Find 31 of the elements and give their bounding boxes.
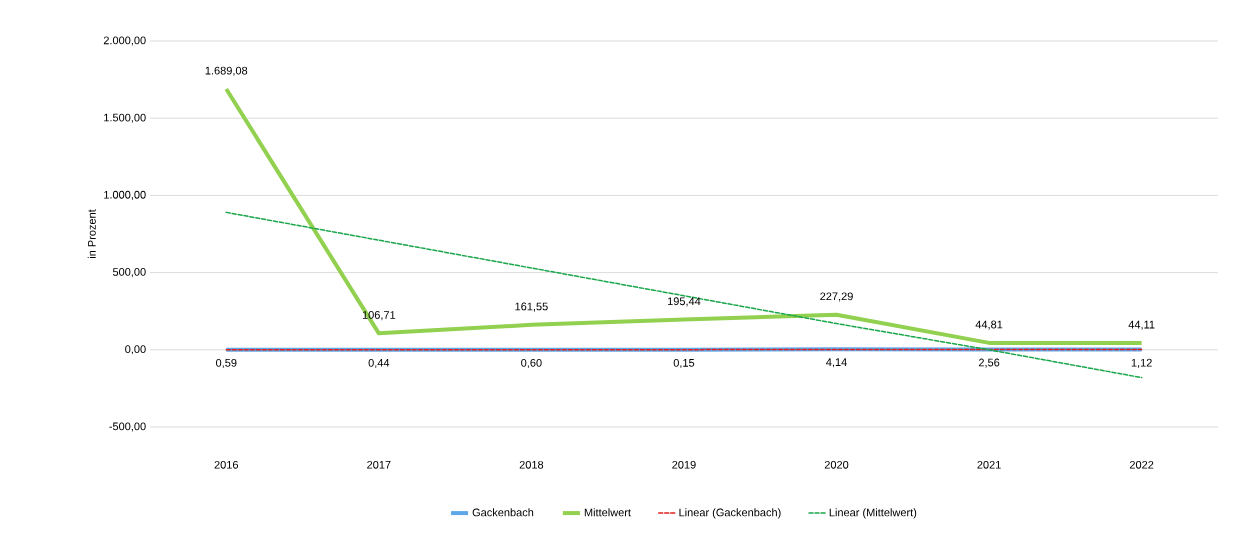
y-axis-title: in Prozent: [87, 209, 96, 259]
y-tick-label: 2.000,00: [103, 36, 146, 46]
data-label: 44,11: [1128, 320, 1155, 330]
x-tick-label: 2019: [672, 460, 696, 469]
data-label: 161,55: [515, 302, 548, 312]
x-tick-label: 2016: [214, 460, 239, 469]
data-label: 1,12: [1131, 358, 1152, 368]
legend-label: Linear (Gackenbach): [679, 508, 781, 519]
x-tick-label: 2020: [824, 460, 849, 469]
legend-label: Linear (Mittelwert): [829, 508, 917, 519]
data-label: 1.689,08: [205, 66, 248, 76]
legend-label: Mittelwert: [584, 508, 631, 517]
data-label: 0,60: [521, 358, 542, 368]
data-label: 2,56: [978, 358, 1000, 368]
x-tick-label: 2017: [367, 460, 391, 469]
x-tick-label: 2021: [977, 460, 1001, 469]
data-label: 227,29: [820, 292, 853, 302]
data-label: 195,44: [667, 297, 701, 307]
data-label: 4,14: [826, 358, 847, 368]
x-tick-label: 2018: [519, 460, 544, 469]
y-tick-label: -500,00: [109, 422, 146, 432]
y-tick-label: 500,00: [112, 268, 146, 278]
data-label: 0,15: [673, 358, 695, 369]
y-tick-label: 1.000,00: [104, 190, 146, 200]
x-tick-label: 2022: [1129, 460, 1154, 469]
y-tick-label: 0,00: [125, 345, 146, 355]
data-label: 44,81: [975, 320, 1003, 330]
data-label: 0,44: [368, 358, 390, 369]
legend-label: Gackenbach: [472, 508, 534, 517]
y-tick-label: 1.500,00: [104, 113, 146, 123]
data-label: 0,59: [216, 358, 237, 368]
